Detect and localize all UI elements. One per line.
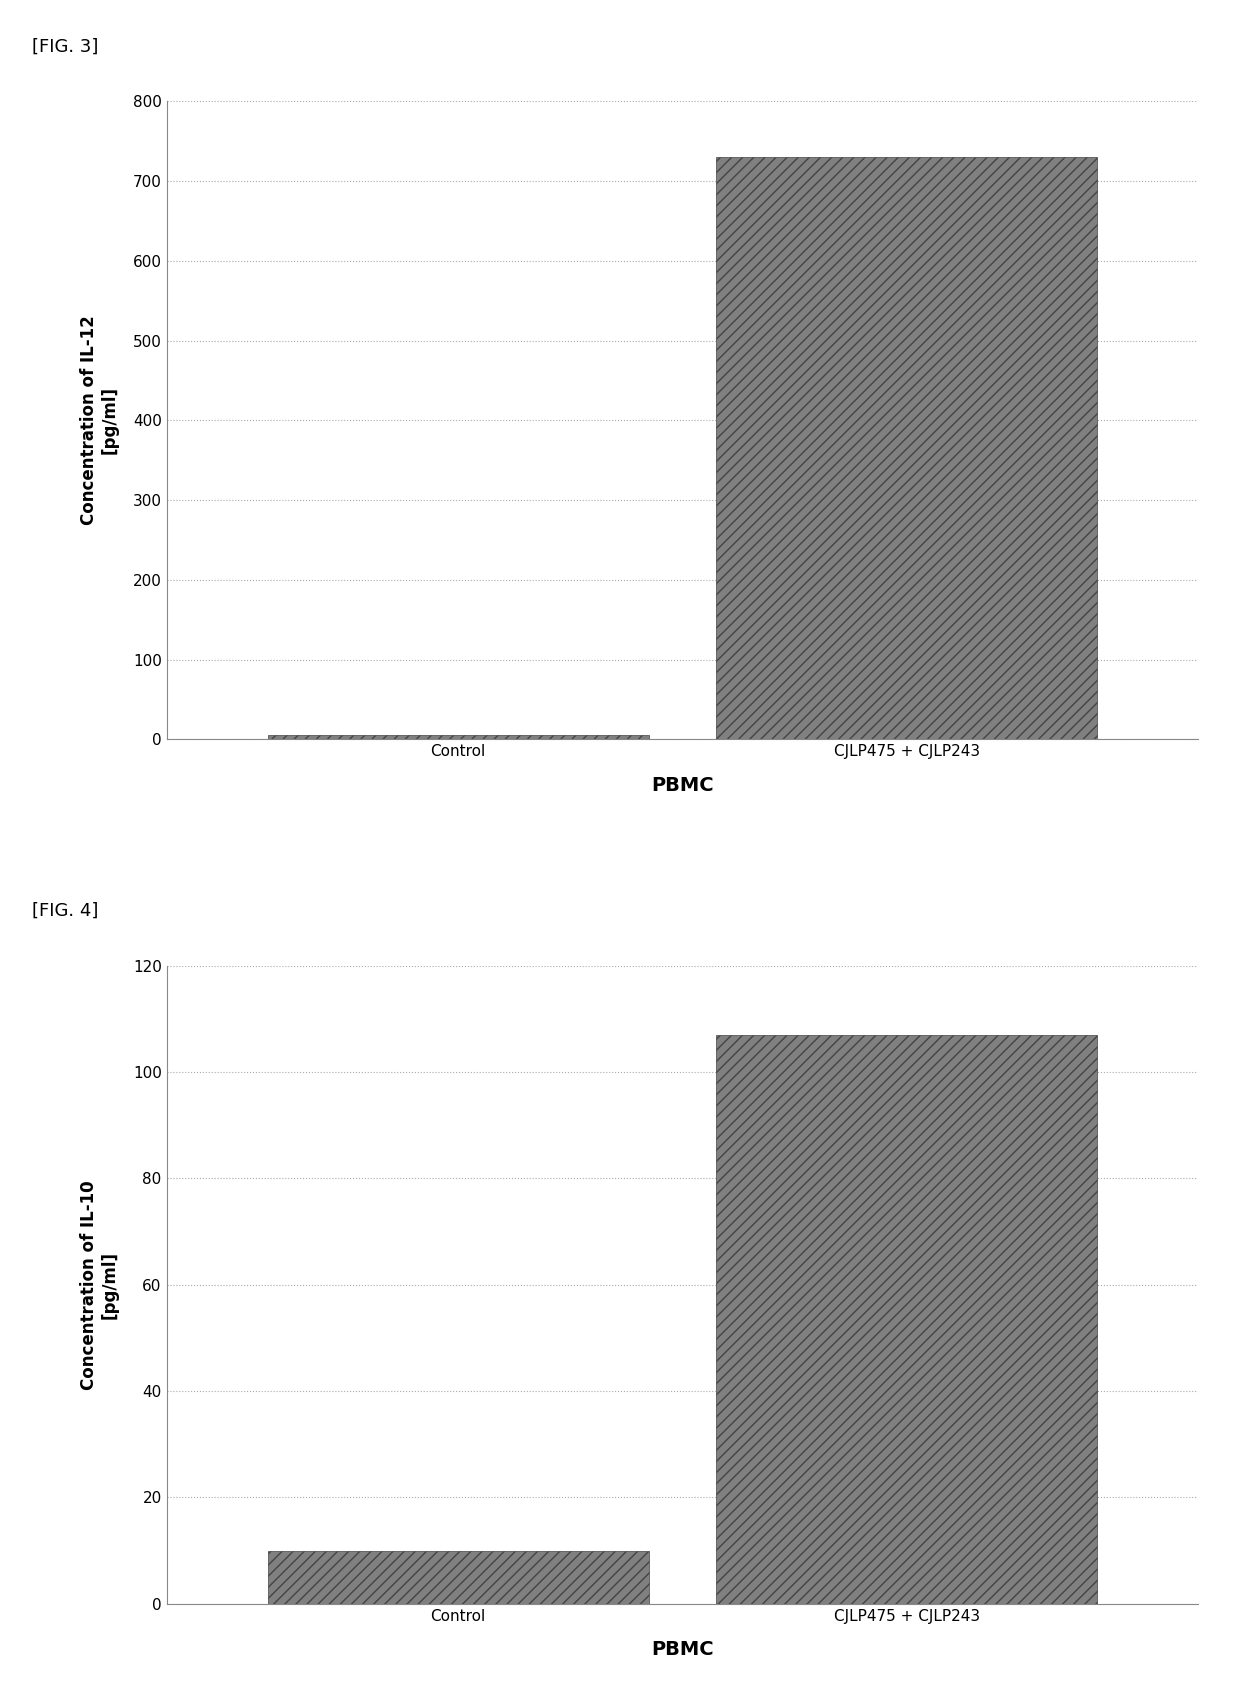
X-axis label: PBMC: PBMC (651, 1640, 714, 1660)
Bar (717, 1034, 1097, 1604)
Bar (268, 735, 649, 740)
Y-axis label: Concentration of IL-12
[pg/ml]: Concentration of IL-12 [pg/ml] (81, 315, 119, 526)
X-axis label: PBMC: PBMC (651, 776, 714, 794)
Bar (268, 1551, 649, 1604)
Y-axis label: Concentration of IL-10
[pg/ml]: Concentration of IL-10 [pg/ml] (81, 1180, 119, 1390)
Bar (717, 156, 1097, 740)
Text: [FIG. 3]: [FIG. 3] (32, 37, 99, 56)
Text: [FIG. 4]: [FIG. 4] (32, 902, 99, 920)
